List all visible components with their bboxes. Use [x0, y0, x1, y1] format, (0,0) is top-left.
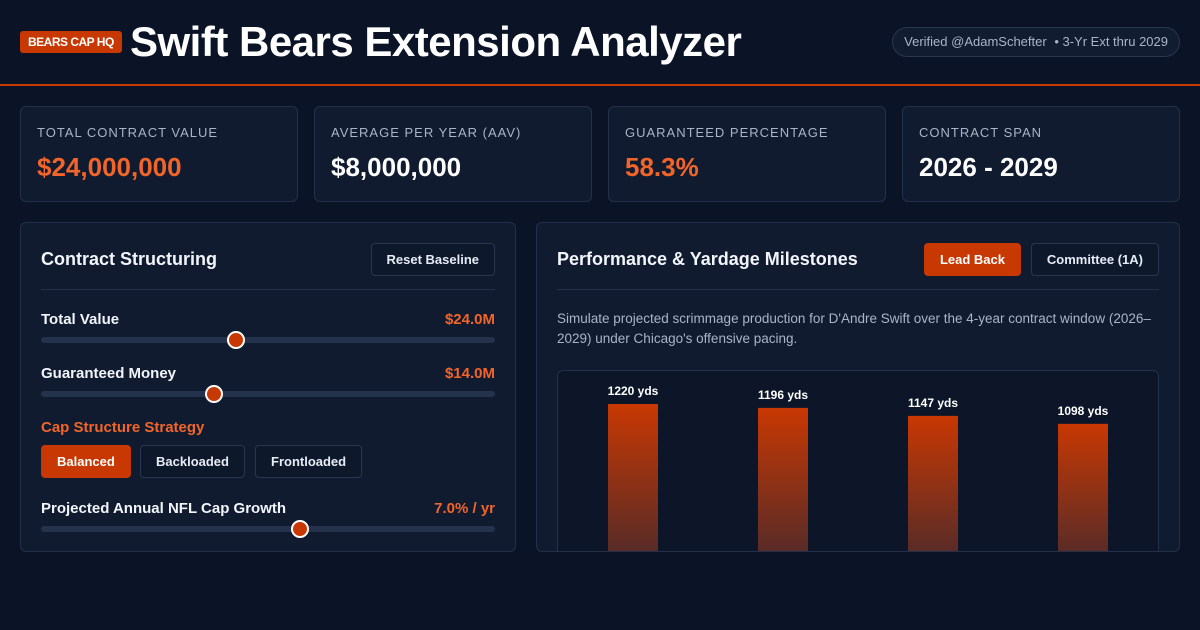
total-value-label: Total Value	[41, 311, 120, 328]
page-title: Swift Bears Extension Analyzer	[130, 18, 742, 65]
performance-description: Simulate projected scrimmage production …	[557, 311, 1151, 346]
yardage-bar-label: 1147 yds	[908, 396, 958, 410]
reset-baseline-button[interactable]: Reset Baseline	[370, 243, 495, 276]
yardage-bar	[1058, 423, 1108, 551]
yardage-bar-label: 1196 yds	[758, 388, 808, 402]
verified-source: Verified @AdamSchefter	[904, 34, 1047, 49]
divider	[41, 289, 495, 290]
cap-growth-slider-thumb[interactable]	[290, 520, 309, 538]
stat-label: GUARANTEED PERCENTAGE	[625, 125, 829, 140]
performance-panel: Performance & Yardage Milestones Lead Ba…	[536, 222, 1180, 552]
stat-label: TOTAL CONTRACT VALUE	[37, 125, 219, 140]
panel-title: Performance & Yardage Milestones	[557, 249, 858, 269]
brand-badge: BEARS CAP HQ	[20, 31, 122, 53]
stat-value: $24,000,000	[37, 152, 182, 182]
cap-growth-readout: 7.0% / yr	[434, 500, 495, 517]
cap-growth-slider-row: Projected Annual NFL Cap Growth 7.0% / y…	[41, 500, 495, 540]
header: BEARS CAP HQ Swift Bears Extension Analy…	[0, 0, 1200, 86]
contract-structuring-panel: Contract Structuring Reset Baseline Tota…	[20, 222, 516, 552]
tab-lead-back[interactable]: Lead Back	[923, 243, 1021, 276]
total-value-slider-thumb[interactable]	[227, 331, 246, 349]
stat-card-aav: AVERAGE PER YEAR (AAV) $8,000,000	[314, 106, 592, 202]
strategy-frontloaded-button[interactable]: Frontloaded	[255, 445, 363, 478]
yardage-bar-label: 1098 yds	[1058, 404, 1109, 418]
guaranteed-money-slider-row: Guaranteed Money $14.0M	[41, 365, 495, 405]
stat-label: CONTRACT SPAN	[919, 125, 1043, 140]
guaranteed-money-slider-thumb[interactable]	[204, 385, 223, 403]
panel-title: Contract Structuring	[41, 249, 218, 269]
total-value-slider-track[interactable]	[41, 337, 495, 343]
stat-card-total-value: TOTAL CONTRACT VALUE $24,000,000	[20, 106, 298, 202]
guaranteed-money-label: Guaranteed Money	[41, 365, 177, 382]
strategy-backloaded-button[interactable]: Backloaded	[140, 445, 245, 478]
divider	[557, 289, 1159, 290]
extension-info: • 3-Yr Ext thru 2029	[1054, 34, 1168, 49]
stat-value: 58.3%	[625, 152, 699, 182]
total-value-slider-row: Total Value $24.0M	[41, 311, 495, 351]
yardage-chart-svg: 1220 yds 1196 yds 1147 yds 1098 yds	[608, 384, 1109, 551]
stat-value: 2026 - 2029	[919, 152, 1058, 182]
cap-growth-slider-track[interactable]	[41, 526, 495, 532]
guaranteed-money-readout: $14.0M	[444, 365, 495, 382]
cap-strategy-title: Cap Structure Strategy	[41, 419, 205, 436]
stat-label: AVERAGE PER YEAR (AAV)	[331, 125, 522, 140]
cap-growth-label: Projected Annual NFL Cap Growth	[41, 500, 287, 517]
guaranteed-money-slider-track[interactable]	[41, 391, 495, 397]
verified-pill: Verified @AdamSchefter • 3-Yr Ext thru 2…	[892, 27, 1180, 57]
stat-card-guaranteed-pct: GUARANTEED PERCENTAGE 58.3%	[608, 106, 886, 202]
total-value-readout: $24.0M	[444, 311, 495, 328]
yardage-bar	[608, 404, 658, 551]
stat-value: $8,000,000	[331, 152, 462, 182]
tab-committee[interactable]: Committee (1A)	[1030, 243, 1159, 276]
yardage-chart: 1220 yds 1196 yds 1147 yds 1098 yds	[557, 370, 1159, 551]
yardage-bar	[758, 407, 808, 551]
stat-card-contract-span: CONTRACT SPAN 2026 - 2029	[902, 106, 1180, 202]
yardage-bar-label: 1220 yds	[608, 384, 659, 398]
strategy-balanced-button[interactable]: Balanced	[41, 445, 131, 478]
yardage-bar	[908, 415, 958, 551]
